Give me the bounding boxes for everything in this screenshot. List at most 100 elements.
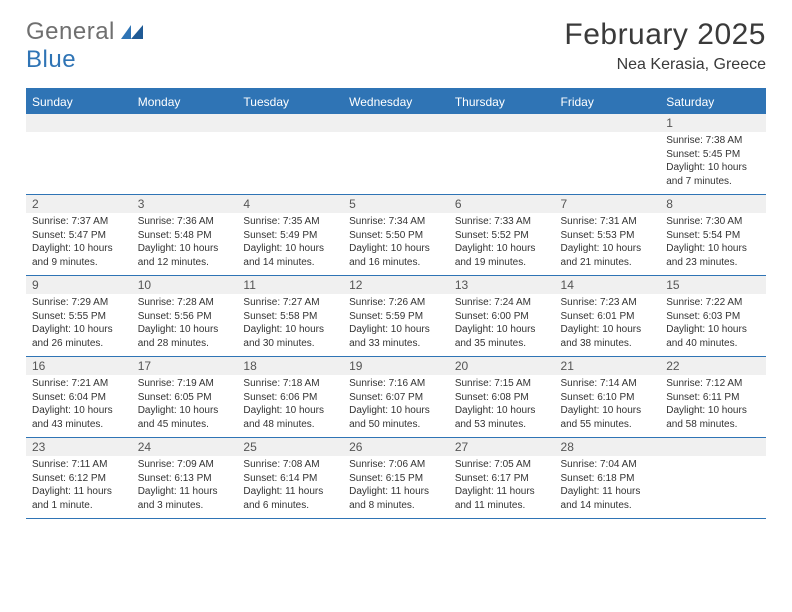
calendar-day-cell: 6Sunrise: 7:33 AMSunset: 5:52 PMDaylight… bbox=[449, 195, 555, 276]
title-block: February 2025 Nea Kerasia, Greece bbox=[564, 18, 766, 74]
day-day1: Daylight: 10 hours bbox=[243, 242, 337, 256]
day-day1: Daylight: 10 hours bbox=[349, 242, 443, 256]
day-sunset: Sunset: 5:53 PM bbox=[561, 229, 655, 243]
day-sunrise: Sunrise: 7:14 AM bbox=[561, 377, 655, 391]
day-data: Sunrise: 7:14 AMSunset: 6:10 PMDaylight:… bbox=[555, 375, 661, 437]
calendar-day-cell bbox=[343, 114, 449, 195]
day-sunset: Sunset: 6:14 PM bbox=[243, 472, 337, 486]
calendar-day-cell: 8Sunrise: 7:30 AMSunset: 5:54 PMDaylight… bbox=[660, 195, 766, 276]
day-day1: Daylight: 11 hours bbox=[243, 485, 337, 499]
day-day2: and 33 minutes. bbox=[349, 337, 443, 351]
day-data: Sunrise: 7:29 AMSunset: 5:55 PMDaylight:… bbox=[26, 294, 132, 356]
day-sunset: Sunset: 6:03 PM bbox=[666, 310, 760, 324]
day-number-band: 28 bbox=[555, 438, 661, 456]
calendar-day-cell: 24Sunrise: 7:09 AMSunset: 6:13 PMDayligh… bbox=[132, 438, 238, 519]
day-sunset: Sunset: 5:50 PM bbox=[349, 229, 443, 243]
day-sunrise: Sunrise: 7:08 AM bbox=[243, 458, 337, 472]
day-number-band: 22 bbox=[660, 357, 766, 375]
day-data: Sunrise: 7:21 AMSunset: 6:04 PMDaylight:… bbox=[26, 375, 132, 437]
calendar-day-cell bbox=[555, 114, 661, 195]
day-number-band: 23 bbox=[26, 438, 132, 456]
day-sunset: Sunset: 6:15 PM bbox=[349, 472, 443, 486]
day-number-band: 3 bbox=[132, 195, 238, 213]
day-number: 17 bbox=[138, 359, 151, 373]
day-day2: and 19 minutes. bbox=[455, 256, 549, 270]
day-number: 26 bbox=[349, 440, 362, 454]
day-sunrise: Sunrise: 7:15 AM bbox=[455, 377, 549, 391]
day-day2: and 38 minutes. bbox=[561, 337, 655, 351]
day-number-band: 4 bbox=[237, 195, 343, 213]
day-number: 25 bbox=[243, 440, 256, 454]
day-sunset: Sunset: 6:01 PM bbox=[561, 310, 655, 324]
day-number-band: 17 bbox=[132, 357, 238, 375]
day-day1: Daylight: 10 hours bbox=[243, 323, 337, 337]
day-sunrise: Sunrise: 7:05 AM bbox=[455, 458, 549, 472]
day-number: 16 bbox=[32, 359, 45, 373]
calendar-day-cell: 1Sunrise: 7:38 AMSunset: 5:45 PMDaylight… bbox=[660, 114, 766, 195]
day-sunrise: Sunrise: 7:31 AM bbox=[561, 215, 655, 229]
day-number-band: 6 bbox=[449, 195, 555, 213]
calendar-day-cell: 13Sunrise: 7:24 AMSunset: 6:00 PMDayligh… bbox=[449, 276, 555, 357]
day-number-band bbox=[237, 114, 343, 132]
day-number: 19 bbox=[349, 359, 362, 373]
day-number-band bbox=[449, 114, 555, 132]
calendar-week-row: 9Sunrise: 7:29 AMSunset: 5:55 PMDaylight… bbox=[26, 276, 766, 357]
weekday-header: Wednesday bbox=[343, 89, 449, 114]
day-number: 1 bbox=[666, 116, 673, 130]
day-number-band: 14 bbox=[555, 276, 661, 294]
day-day2: and 1 minute. bbox=[32, 499, 126, 513]
day-data bbox=[343, 132, 449, 188]
day-day2: and 7 minutes. bbox=[666, 175, 760, 189]
day-sunset: Sunset: 6:00 PM bbox=[455, 310, 549, 324]
day-data bbox=[449, 132, 555, 188]
day-data: Sunrise: 7:23 AMSunset: 6:01 PMDaylight:… bbox=[555, 294, 661, 356]
day-sunset: Sunset: 6:06 PM bbox=[243, 391, 337, 405]
calendar-day-cell bbox=[26, 114, 132, 195]
day-sunrise: Sunrise: 7:19 AM bbox=[138, 377, 232, 391]
calendar-day-cell: 19Sunrise: 7:16 AMSunset: 6:07 PMDayligh… bbox=[343, 357, 449, 438]
day-day2: and 48 minutes. bbox=[243, 418, 337, 432]
day-number: 13 bbox=[455, 278, 468, 292]
day-data: Sunrise: 7:26 AMSunset: 5:59 PMDaylight:… bbox=[343, 294, 449, 356]
day-number: 6 bbox=[455, 197, 462, 211]
day-number: 24 bbox=[138, 440, 151, 454]
day-day2: and 14 minutes. bbox=[561, 499, 655, 513]
day-day2: and 53 minutes. bbox=[455, 418, 549, 432]
calendar-day-cell: 23Sunrise: 7:11 AMSunset: 6:12 PMDayligh… bbox=[26, 438, 132, 519]
day-number-band: 9 bbox=[26, 276, 132, 294]
day-day2: and 35 minutes. bbox=[455, 337, 549, 351]
day-sunset: Sunset: 5:45 PM bbox=[666, 148, 760, 162]
day-number: 23 bbox=[32, 440, 45, 454]
calendar-day-cell: 21Sunrise: 7:14 AMSunset: 6:10 PMDayligh… bbox=[555, 357, 661, 438]
day-number-band bbox=[555, 114, 661, 132]
day-sunset: Sunset: 5:55 PM bbox=[32, 310, 126, 324]
day-day2: and 23 minutes. bbox=[666, 256, 760, 270]
day-data bbox=[555, 132, 661, 188]
day-day1: Daylight: 10 hours bbox=[138, 242, 232, 256]
calendar-day-cell: 15Sunrise: 7:22 AMSunset: 6:03 PMDayligh… bbox=[660, 276, 766, 357]
day-day1: Daylight: 10 hours bbox=[138, 323, 232, 337]
logo-word-1: General bbox=[26, 18, 115, 45]
calendar-day-cell bbox=[132, 114, 238, 195]
day-day1: Daylight: 10 hours bbox=[138, 404, 232, 418]
calendar-day-cell: 27Sunrise: 7:05 AMSunset: 6:17 PMDayligh… bbox=[449, 438, 555, 519]
day-day1: Daylight: 10 hours bbox=[666, 323, 760, 337]
calendar-day-cell: 3Sunrise: 7:36 AMSunset: 5:48 PMDaylight… bbox=[132, 195, 238, 276]
calendar-table: Sunday Monday Tuesday Wednesday Thursday… bbox=[26, 88, 766, 519]
calendar-day-cell: 4Sunrise: 7:35 AMSunset: 5:49 PMDaylight… bbox=[237, 195, 343, 276]
day-sunset: Sunset: 6:17 PM bbox=[455, 472, 549, 486]
day-sunrise: Sunrise: 7:22 AM bbox=[666, 296, 760, 310]
day-sunset: Sunset: 5:59 PM bbox=[349, 310, 443, 324]
day-day1: Daylight: 10 hours bbox=[455, 323, 549, 337]
weekday-header: Thursday bbox=[449, 89, 555, 114]
day-day1: Daylight: 10 hours bbox=[561, 242, 655, 256]
day-number-band: 7 bbox=[555, 195, 661, 213]
day-sunrise: Sunrise: 7:23 AM bbox=[561, 296, 655, 310]
day-data: Sunrise: 7:05 AMSunset: 6:17 PMDaylight:… bbox=[449, 456, 555, 518]
day-number: 20 bbox=[455, 359, 468, 373]
day-day1: Daylight: 10 hours bbox=[32, 404, 126, 418]
day-number: 12 bbox=[349, 278, 362, 292]
day-sunset: Sunset: 6:08 PM bbox=[455, 391, 549, 405]
weekday-header: Tuesday bbox=[237, 89, 343, 114]
calendar-body: 1Sunrise: 7:38 AMSunset: 5:45 PMDaylight… bbox=[26, 114, 766, 519]
